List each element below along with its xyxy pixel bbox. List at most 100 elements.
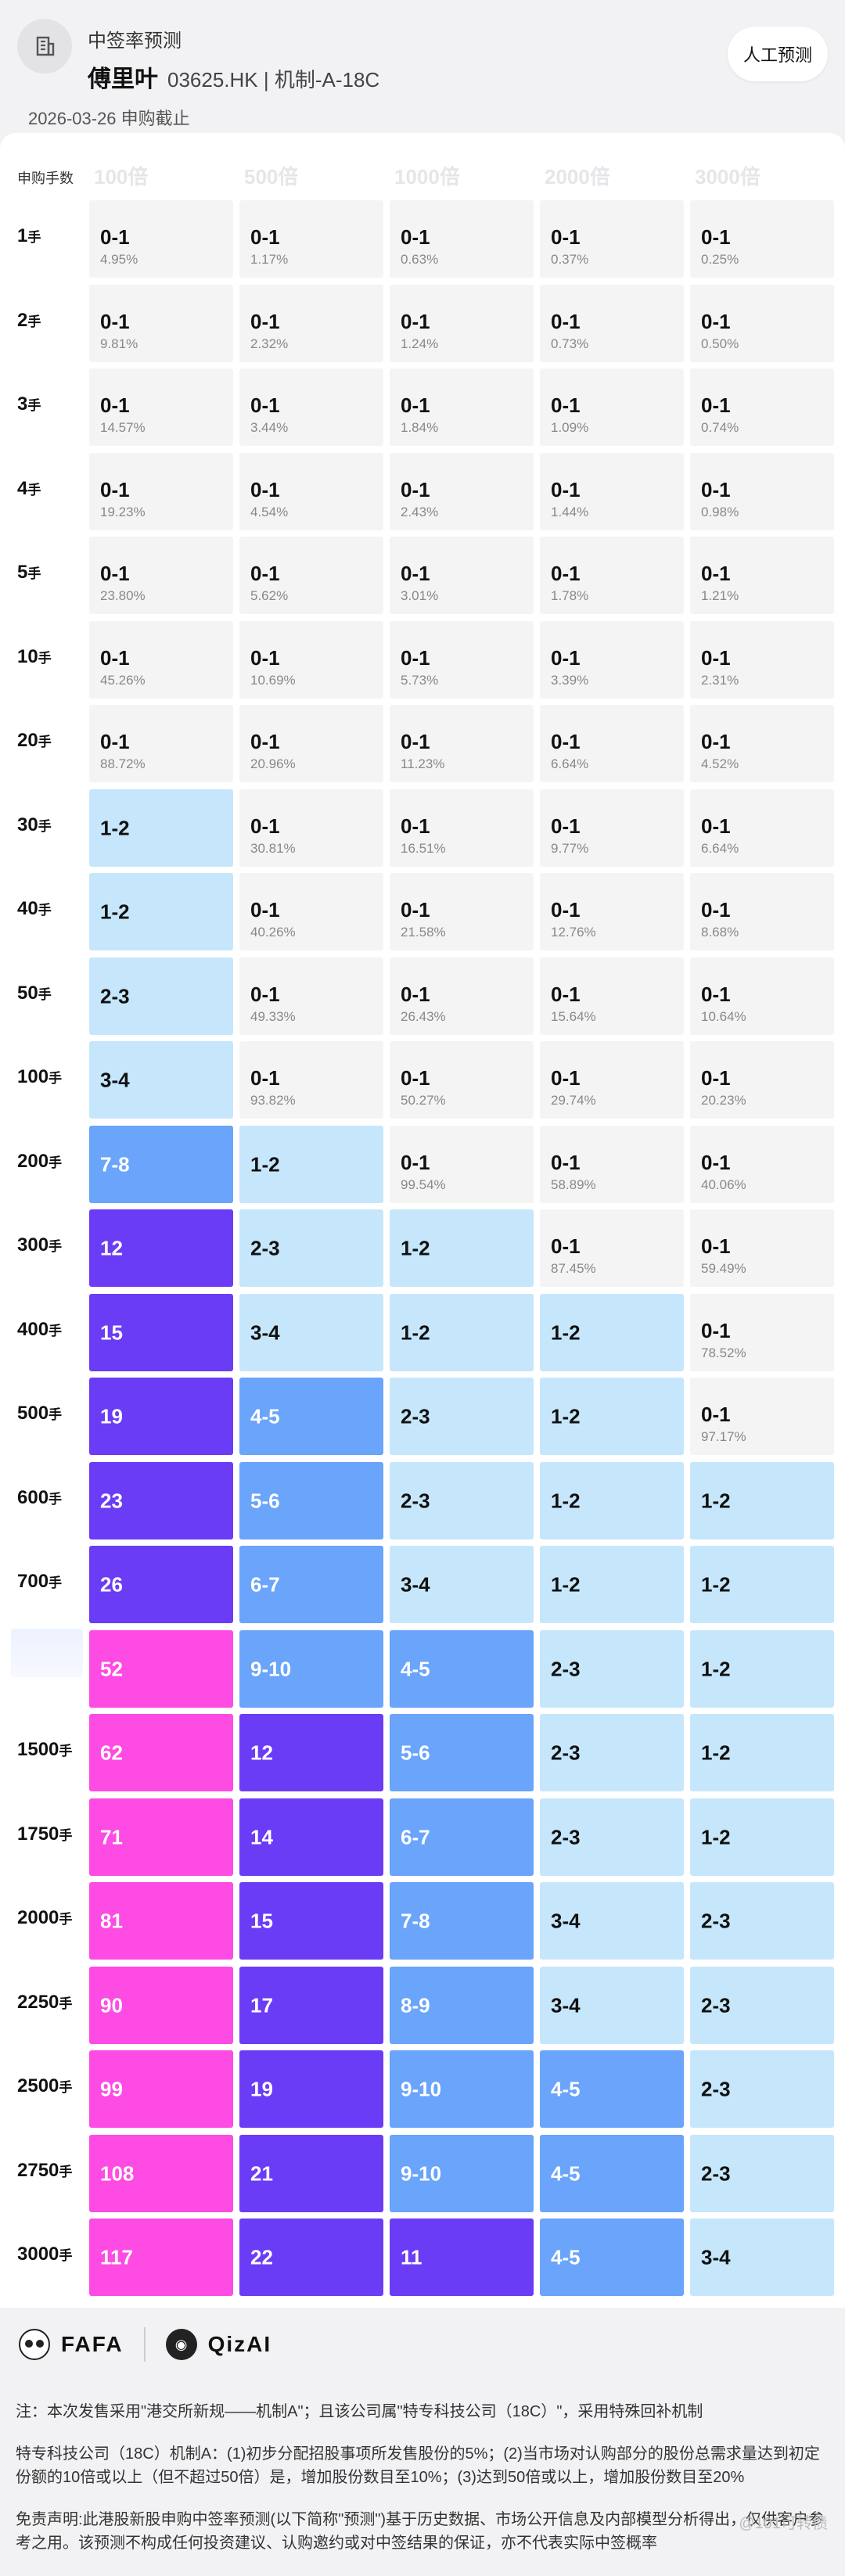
- cell-lots-range: 0-1: [250, 310, 280, 333]
- cell-probability: 14.57%: [100, 420, 146, 435]
- cell-probability: 99.54%: [401, 1177, 446, 1192]
- row-label: 300手: [17, 1234, 62, 1256]
- cell-lots-range: 1-2: [401, 1320, 430, 1344]
- header: 中签率预测 傅里叶 03625.HK | 机制-A-18C 人工预测 2026-…: [0, 0, 845, 133]
- cell-lots-range: 0-1: [551, 393, 581, 417]
- table-cell: 6-7: [239, 1546, 383, 1623]
- row-label-lots: 2750: [17, 2160, 59, 2181]
- table-cell: 0-1 3.44%: [239, 368, 383, 446]
- note-text: 注：本次发售采用"港交所新规——机制A"；且该公司属"特专科技公司（18C）"，…: [16, 2403, 703, 2420]
- row-label: 2手: [17, 310, 41, 332]
- table-cell: 0-1 1.84%: [390, 368, 534, 446]
- cell-probability: 0.73%: [551, 336, 589, 351]
- row-label-unit: 手: [49, 1155, 63, 1170]
- cell-probability: 30.81%: [250, 841, 296, 856]
- table-cell: 0-1 4.95%: [89, 200, 233, 278]
- row-label-unit: 手: [38, 903, 52, 918]
- cell-lots-range: 12: [100, 1236, 123, 1259]
- cell-lots-range: 0-1: [551, 730, 581, 753]
- cell-lots-range: 3-4: [551, 1909, 581, 1932]
- table-cell: 8-9: [390, 1967, 534, 2044]
- row-label: 30手: [17, 814, 52, 836]
- cell-lots-range: 3-4: [100, 1068, 130, 1091]
- row-label-unit: 手: [59, 1744, 73, 1759]
- table-cell: 0-1 23.80%: [89, 537, 233, 614]
- table-cell: 4-5: [390, 1630, 534, 1708]
- cell-lots-range: 1-2: [701, 1825, 731, 1848]
- cell-lots-range: 0-1: [551, 814, 581, 838]
- row-label: 3000手: [17, 2244, 72, 2265]
- row-label: 600手: [17, 1487, 62, 1509]
- table-cell: 3-4: [540, 1967, 684, 2044]
- cell-probability: 59.49%: [701, 1261, 746, 1276]
- cell-probability: 3.39%: [551, 673, 589, 688]
- floating-avatar[interactable]: [11, 1629, 83, 1677]
- cell-lots-range: 0-1: [551, 983, 581, 1006]
- cell-probability: 0.25%: [701, 252, 739, 267]
- cell-lots-range: 0-1: [401, 1151, 430, 1174]
- cell-probability: 1.84%: [401, 420, 439, 435]
- table-cell: 3-4: [239, 1294, 383, 1371]
- cell-lots-range: 1-2: [401, 1236, 430, 1259]
- cell-lots-range: 0-1: [551, 562, 581, 585]
- table-cell: 21: [239, 2135, 383, 2212]
- cell-lots-range: 0-1: [701, 1403, 731, 1426]
- cell-lots-range: 23: [100, 1489, 123, 1512]
- row-label-lots: 600: [17, 1487, 49, 1508]
- cell-probability: 88.72%: [100, 756, 146, 771]
- row-label: 200手: [17, 1151, 62, 1173]
- table-cell: 3-4: [89, 1041, 233, 1119]
- table-cell: 2-3: [690, 1882, 834, 1960]
- cell-probability: 5.73%: [401, 673, 439, 688]
- table-cell: 0-1 5.62%: [239, 537, 383, 614]
- cell-lots-range: 15: [250, 1909, 273, 1932]
- table-cell: 0-1 9.77%: [540, 789, 684, 867]
- disclaimer-text: 免责声明:此港股新股申购中签率预测(以下简称"预测")基于历史数据、市场公开信息…: [16, 2511, 825, 2552]
- table-cell: 0-1 4.54%: [239, 453, 383, 530]
- table-cell: 0-1 14.57%: [89, 368, 233, 446]
- watermark: @101可转债: [739, 2515, 828, 2532]
- cell-lots-range: 0-1: [701, 562, 731, 585]
- table-cell: 0-1 1.24%: [390, 285, 534, 362]
- cell-lots-range: 0-1: [401, 562, 430, 585]
- table-cell: 14: [239, 1798, 383, 1876]
- cell-lots-range: 2-3: [701, 1909, 731, 1932]
- cell-probability: 1.21%: [701, 588, 739, 603]
- table-cell: 2-3: [239, 1209, 383, 1287]
- cell-lots-range: 0-1: [250, 1066, 280, 1090]
- cell-lots-range: 0-1: [551, 1066, 581, 1090]
- row-label-unit: 手: [59, 1912, 73, 1927]
- manual-forecast-button[interactable]: 人工预测: [728, 27, 828, 81]
- cell-lots-range: 5-6: [250, 1489, 280, 1512]
- cell-lots-range: 3-4: [250, 1320, 280, 1344]
- table-cell: 2-3: [89, 957, 233, 1035]
- cell-lots-range: 0-1: [100, 478, 130, 501]
- cell-lots-range: 71: [100, 1825, 123, 1848]
- cell-lots-range: 0-1: [100, 310, 130, 333]
- cell-lots-range: 0-1: [250, 814, 280, 838]
- table-cell: 4-5: [239, 1378, 383, 1455]
- cell-lots-range: 9-10: [401, 2161, 442, 2185]
- table-cell: 19: [89, 1378, 233, 1455]
- cell-lots-range: 0-1: [401, 646, 430, 670]
- cell-lots-range: 0-1: [401, 393, 430, 417]
- cell-probability: 6.64%: [551, 756, 589, 771]
- cell-lots-range: 0-1: [100, 646, 130, 670]
- cell-lots-range: 4-5: [551, 2077, 581, 2100]
- cell-probability: 3.01%: [401, 588, 439, 603]
- cell-lots-range: 0-1: [701, 1319, 731, 1342]
- cell-probability: 9.77%: [551, 841, 589, 856]
- row-label: 40手: [17, 898, 52, 920]
- table-cell: 0-1 0.98%: [690, 453, 834, 530]
- table-cell: 2-3: [690, 1967, 834, 2044]
- table-cell: 0-1 45.26%: [89, 621, 233, 699]
- table-cell: 0-1 6.64%: [690, 789, 834, 867]
- table-cell: 0-1 2.32%: [239, 285, 383, 362]
- table-cell: 12: [239, 1714, 383, 1791]
- app-icon[interactable]: [17, 19, 72, 74]
- cell-lots-range: 62: [100, 1741, 123, 1764]
- table-cell: 0-1 6.64%: [540, 705, 684, 782]
- cell-lots-range: 0-1: [701, 898, 731, 922]
- cell-probability: 2.32%: [250, 336, 289, 351]
- table-cell: 0-1 29.74%: [540, 1041, 684, 1119]
